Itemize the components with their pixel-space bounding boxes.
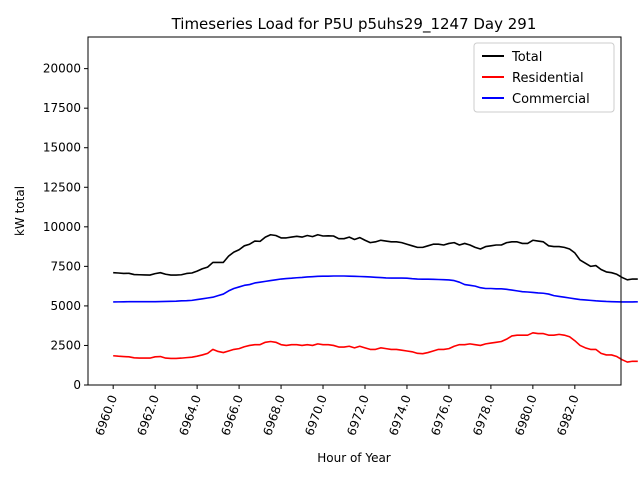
y-axis-label: kW total [13, 186, 27, 236]
series-line-residential [113, 331, 638, 363]
legend-box [473, 42, 615, 113]
legend-label-commercial: Commercial [512, 92, 590, 107]
chart-title: Timeseries Load for P5U p5uhs29_1247 Day… [171, 15, 537, 34]
y-tick-label: 12500 [43, 180, 81, 194]
y-tick-label: 7500 [50, 259, 81, 273]
legend-label-total: Total [511, 50, 542, 65]
axes-frame [87, 36, 622, 386]
x-axis-label: Hour of Year [317, 451, 391, 465]
y-tick-label: 0 [73, 378, 81, 392]
y-tick-label: 20000 [43, 62, 81, 76]
legend: Total Residential Commercial [473, 42, 615, 113]
legend-label-residential: Residential [512, 71, 584, 86]
y-tick-label: 10000 [43, 220, 81, 234]
plot-area [113, 233, 638, 363]
y-tick-label: 5000 [50, 299, 81, 313]
y-tick-label: 2500 [50, 338, 81, 352]
series-line-commercial [113, 275, 638, 303]
series-line-total [113, 233, 638, 281]
y-tick-label: 15000 [43, 141, 81, 155]
y-axis: 0 2500 5000 7500 10000 12500 15000 17500 20000 [43, 62, 88, 392]
y-tick-label: 17500 [43, 101, 81, 115]
